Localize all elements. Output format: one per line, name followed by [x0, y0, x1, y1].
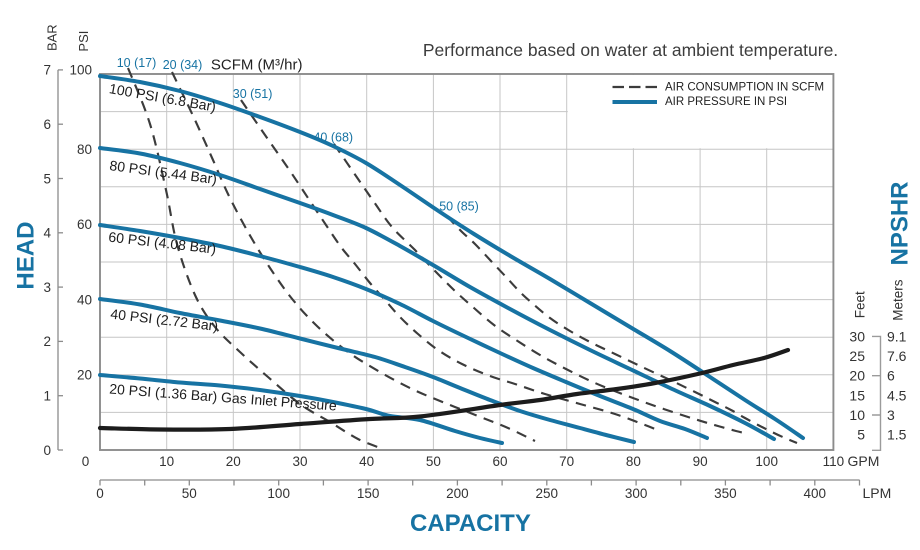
svg-text:30: 30: [849, 328, 865, 344]
svg-text:110: 110: [823, 454, 845, 469]
svg-text:Performance based on water at: Performance based on water at ambient te…: [423, 40, 838, 60]
svg-text:20: 20: [77, 368, 92, 383]
svg-text:100: 100: [755, 454, 778, 469]
svg-text:200: 200: [446, 486, 469, 501]
svg-text:10: 10: [159, 454, 174, 469]
svg-text:BAR: BAR: [45, 24, 60, 51]
svg-text:0: 0: [43, 443, 51, 458]
svg-text:CAPACITY: CAPACITY: [410, 510, 531, 537]
svg-text:3: 3: [43, 280, 51, 295]
svg-text:40: 40: [77, 292, 92, 307]
svg-text:3: 3: [887, 407, 895, 423]
svg-text:20: 20: [849, 368, 865, 384]
svg-text:2: 2: [43, 334, 51, 349]
svg-text:90: 90: [693, 454, 708, 469]
svg-text:60: 60: [77, 217, 92, 232]
svg-text:40 (68): 40 (68): [313, 130, 353, 144]
svg-text:80: 80: [626, 454, 641, 469]
svg-text:50 (85): 50 (85): [439, 199, 479, 213]
svg-text:100: 100: [267, 486, 290, 501]
svg-text:350: 350: [714, 486, 737, 501]
svg-text:4: 4: [43, 226, 51, 241]
svg-text:PSI: PSI: [76, 31, 91, 52]
svg-text:30: 30: [292, 454, 307, 469]
svg-text:60: 60: [492, 454, 507, 469]
svg-text:7.6: 7.6: [887, 348, 907, 364]
svg-text:15: 15: [849, 387, 865, 403]
svg-text:LPM: LPM: [863, 485, 892, 501]
svg-text:25: 25: [849, 348, 865, 364]
svg-text:30 (51): 30 (51): [233, 87, 273, 101]
svg-text:6: 6: [43, 117, 51, 132]
svg-text:1: 1: [43, 389, 51, 404]
svg-text:GPM: GPM: [848, 453, 880, 469]
svg-text:10 (17): 10 (17): [117, 56, 157, 70]
svg-text:AIR CONSUMPTION IN SCFM: AIR CONSUMPTION IN SCFM: [665, 82, 824, 94]
svg-text:40: 40: [359, 454, 374, 469]
svg-text:20: 20: [226, 454, 241, 469]
svg-text:9.1: 9.1: [887, 328, 907, 344]
svg-text:0: 0: [82, 454, 90, 469]
svg-text:10: 10: [849, 407, 865, 423]
svg-text:SCFM (M³/hr): SCFM (M³/hr): [211, 57, 303, 74]
svg-text:5: 5: [43, 171, 51, 186]
svg-text:HEAD: HEAD: [12, 222, 39, 290]
svg-text:6: 6: [887, 368, 895, 384]
svg-text:Meters: Meters: [890, 279, 905, 321]
svg-text:NPSHR: NPSHR: [887, 181, 914, 265]
svg-text:300: 300: [625, 486, 648, 501]
svg-text:80: 80: [77, 142, 92, 157]
svg-text:AIR PRESSURE IN PSI: AIR PRESSURE IN PSI: [665, 96, 787, 108]
svg-text:100: 100: [69, 63, 92, 78]
svg-text:50: 50: [182, 486, 197, 501]
svg-text:7: 7: [43, 63, 51, 78]
svg-text:20 (34): 20 (34): [163, 58, 203, 72]
svg-text:150: 150: [357, 486, 380, 501]
svg-text:4.5: 4.5: [887, 387, 907, 403]
svg-text:5: 5: [857, 427, 865, 443]
svg-text:1.5: 1.5: [887, 427, 907, 443]
svg-text:0: 0: [96, 486, 104, 501]
svg-text:50: 50: [426, 454, 441, 469]
svg-text:Feet: Feet: [853, 291, 868, 318]
svg-text:400: 400: [804, 486, 827, 501]
svg-text:250: 250: [536, 486, 559, 501]
svg-text:70: 70: [559, 454, 574, 469]
